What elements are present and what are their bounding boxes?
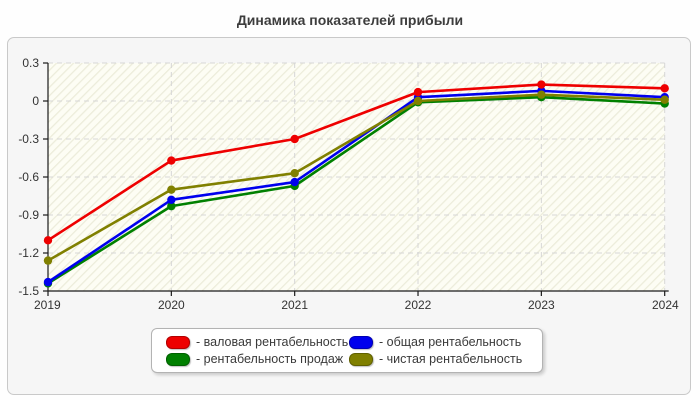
data-point	[167, 156, 176, 165]
series-line	[46, 93, 667, 262]
legend-item: - чистая рентабельность	[349, 352, 532, 366]
legend-item-label: - общая рентабельность	[379, 335, 522, 349]
data-point	[43, 236, 53, 245]
series-line	[46, 83, 667, 242]
series-line	[46, 89, 667, 284]
data-point	[660, 95, 669, 104]
legend-item: - рентабельность продаж	[166, 352, 349, 366]
data-point	[537, 90, 546, 99]
y-tick-label: -0.6	[18, 170, 39, 184]
x-tick-label: 2024	[652, 298, 679, 312]
x-tick-label: 2022	[405, 298, 432, 312]
y-tick-label: 0	[32, 94, 39, 108]
x-tick-label: 2021	[281, 298, 308, 312]
x-tick-label: 2019	[34, 298, 61, 312]
data-point	[167, 185, 176, 194]
legend-item: - общая рентабельность	[349, 335, 532, 349]
legend-item-label: - рентабельность продаж	[196, 352, 344, 366]
legend-item: - валовая рентабельность	[166, 335, 349, 349]
legend-color-swatch	[349, 335, 373, 349]
legend-item-label: - валовая рентабельность	[196, 335, 349, 349]
legend-color-swatch	[166, 352, 190, 366]
legend-color-swatch	[166, 335, 190, 349]
x-tick-label: 2023	[528, 298, 555, 312]
y-tick-label: -0.9	[18, 208, 39, 222]
data-point	[290, 169, 299, 178]
data-point	[290, 134, 299, 144]
y-tick-label: -1.2	[18, 246, 39, 260]
y-tick-label: 0.3	[22, 56, 39, 70]
data-point	[43, 277, 53, 287]
data-point	[413, 87, 423, 97]
data-point	[167, 195, 176, 204]
series-line	[46, 95, 667, 285]
data-point	[537, 80, 546, 89]
chart-legend: - валовая рентабельность - общая рентабе…	[151, 328, 543, 373]
data-point	[167, 201, 176, 211]
x-tick-label: 2020	[158, 298, 185, 312]
y-tick-label: -0.3	[18, 132, 39, 146]
chart-title: Динамика показателей прибыли	[236, 12, 464, 28]
legend-item-label: - чистая рентабельность	[379, 352, 523, 366]
data-point	[413, 96, 423, 106]
data-point	[43, 256, 53, 265]
data-point	[660, 84, 669, 93]
legend-color-swatch	[349, 352, 373, 366]
y-tick-label: -1.5	[18, 284, 39, 298]
data-point	[290, 177, 299, 187]
